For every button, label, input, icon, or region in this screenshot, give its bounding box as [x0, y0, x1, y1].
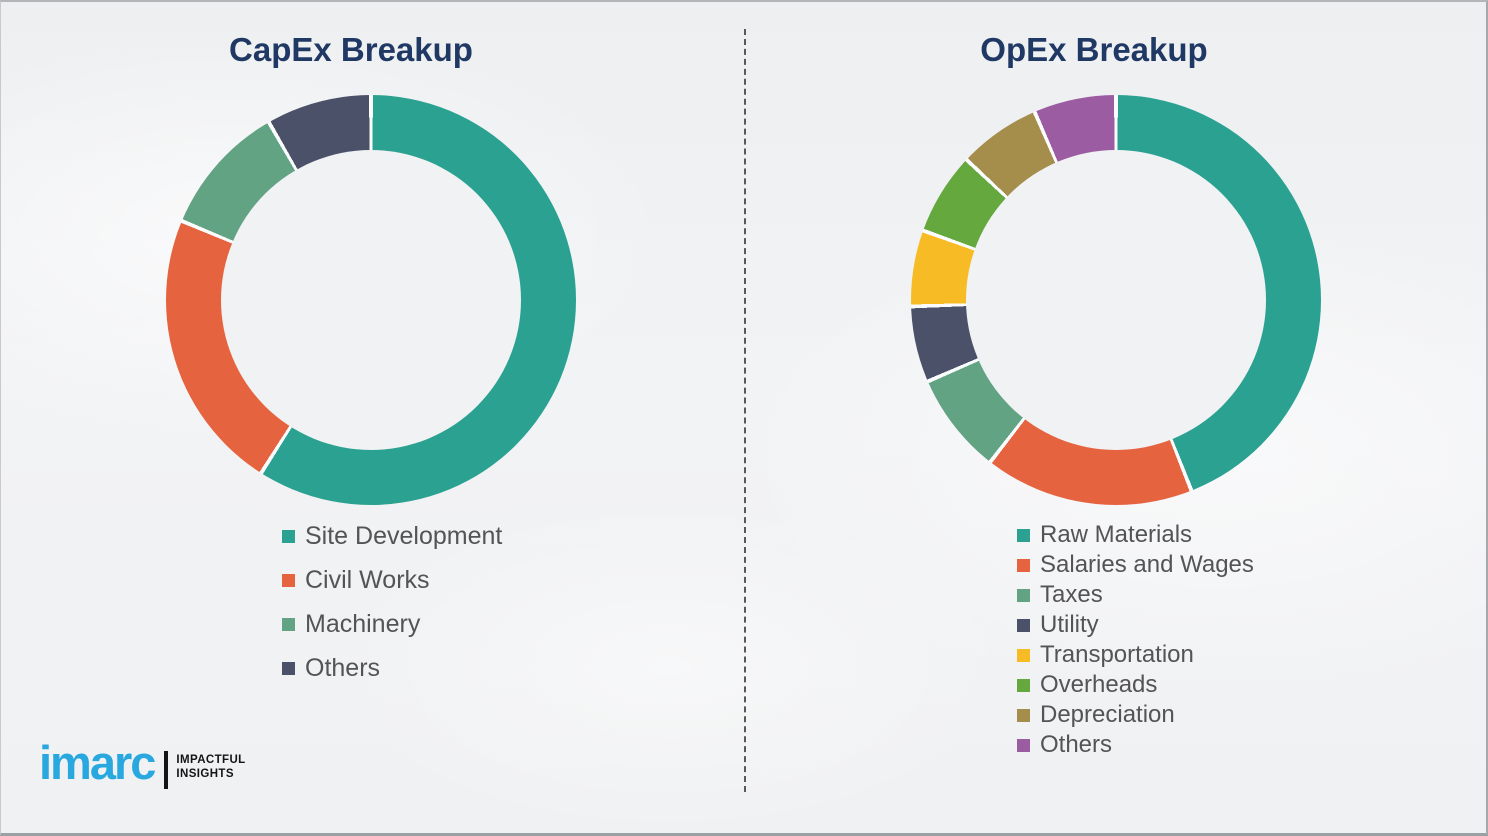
logo-brand-text: imarc: [39, 736, 156, 789]
legend-label: Others: [1040, 731, 1113, 758]
capex-donut-chart: [166, 95, 576, 505]
legend-swatch: [1017, 738, 1030, 752]
legend-label: Salaries and Wages: [1040, 551, 1254, 578]
legend-item: Site Development: [282, 514, 502, 558]
legend-item: Machinery: [282, 602, 502, 646]
legend-swatch: [1017, 648, 1030, 662]
imarc-logo: imarc IMPACTFUL INSIGHTS: [39, 737, 246, 789]
donut-hole: [221, 150, 521, 450]
legend-label: Site Development: [305, 521, 503, 550]
legend-swatch: [282, 617, 295, 631]
opex-chart-title: OpEx Breakup: [980, 31, 1208, 68]
logo-separator-bar: [164, 751, 169, 789]
legend-swatch: [282, 573, 295, 587]
legend-swatch: [1017, 618, 1030, 632]
legend-label: Depreciation: [1040, 701, 1175, 728]
legend-swatch: [1017, 588, 1030, 602]
legend-swatch: [1017, 708, 1030, 722]
opex-legend: Raw Materials Salaries and Wages Taxes U…: [1017, 520, 1254, 760]
legend-swatch: [282, 529, 295, 543]
legend-label: Taxes: [1040, 581, 1103, 608]
logo-tagline: IMPACTFUL INSIGHTS: [176, 753, 245, 782]
legend-item: Salaries and Wages: [1017, 550, 1254, 580]
legend-label: Transportation: [1040, 641, 1194, 668]
legend-label: Others: [305, 653, 381, 682]
capex-legend: Site Development Civil Works Machinery O…: [282, 514, 502, 690]
dashed-section-divider: [744, 29, 746, 792]
legend-label: Machinery: [305, 609, 421, 638]
legend-label: Overheads: [1040, 671, 1158, 698]
legend-swatch: [1017, 528, 1030, 542]
legend-item: Others: [1017, 730, 1254, 760]
donut-hole: [966, 150, 1266, 450]
legend-item: Depreciation: [1017, 700, 1254, 730]
legend-item: Utility: [1017, 610, 1254, 640]
legend-item: Taxes: [1017, 580, 1254, 610]
legend-swatch: [282, 661, 295, 675]
logo-tagline-line1: IMPACTFUL: [176, 754, 246, 766]
capex-chart-title: CapEx Breakup: [229, 31, 473, 68]
legend-item: Transportation: [1017, 640, 1254, 670]
legend-label: Raw Materials: [1040, 521, 1193, 548]
legend-item: Others: [282, 646, 502, 690]
legend-label: Utility: [1040, 611, 1099, 638]
legend-label: Civil Works: [305, 565, 430, 594]
logo-tagline-line2: INSIGHTS: [176, 768, 234, 781]
legend-item: Overheads: [1017, 670, 1254, 700]
legend-swatch: [1017, 678, 1030, 692]
legend-item: Civil Works: [282, 558, 502, 602]
opex-donut-chart: [911, 95, 1321, 505]
legend-item: Raw Materials: [1017, 520, 1254, 550]
legend-swatch: [1017, 558, 1030, 572]
